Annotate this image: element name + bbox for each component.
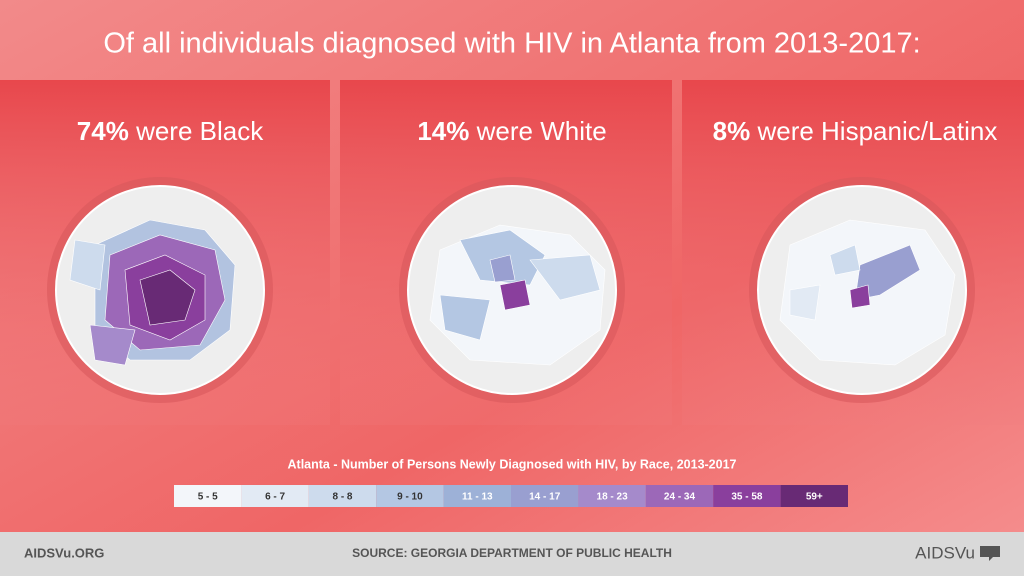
legend-label: 9 - 10 bbox=[397, 492, 423, 503]
legend-swatch bbox=[241, 485, 309, 507]
legend-label: 59+ bbox=[806, 492, 823, 503]
map-black bbox=[47, 177, 273, 403]
percent: 14% bbox=[417, 116, 469, 146]
label: were Hispanic/Latinx bbox=[756, 116, 997, 146]
legend-swatch bbox=[376, 485, 444, 507]
legend-swatch bbox=[780, 485, 848, 507]
legend-swatch bbox=[443, 485, 511, 507]
logo-icon bbox=[980, 546, 1000, 561]
legend: 5 - 5 6 - 7 8 - 8 9 - 10 11 - 13 14 - 17 18 - … bbox=[174, 485, 848, 507]
legend-title: Atlanta - Number of Persons Newly Diagno… bbox=[288, 457, 737, 471]
legend-swatch bbox=[174, 485, 242, 507]
legend-swatch bbox=[645, 485, 714, 507]
title: Of all individuals diagnosed with HIV in… bbox=[103, 28, 920, 60]
footer-source: SOURCE: GEORGIA DEPARTMENT OF PUBLIC HEA… bbox=[352, 546, 672, 560]
panel-headings: 74% were Black 14% were White 8% were Hi… bbox=[77, 116, 998, 146]
legend-label: 6 - 7 bbox=[265, 492, 285, 503]
map-white bbox=[399, 177, 625, 403]
legend-swatch bbox=[578, 485, 646, 507]
legend-label: 8 - 8 bbox=[332, 492, 352, 503]
legend-label: 24 - 34 bbox=[664, 492, 696, 503]
legend-swatch bbox=[713, 485, 781, 507]
legend-swatch bbox=[308, 485, 377, 507]
label: were White bbox=[476, 116, 607, 146]
percent: 74% bbox=[77, 116, 129, 146]
legend-label: 18 - 23 bbox=[597, 492, 629, 503]
label: were Black bbox=[135, 116, 264, 146]
footer bbox=[0, 532, 1024, 576]
legend-label: 35 - 58 bbox=[731, 492, 763, 503]
legend-swatch bbox=[511, 485, 579, 507]
legend-label: 5 - 5 bbox=[198, 492, 218, 503]
footer-logo: AIDSVu bbox=[915, 543, 975, 562]
legend-label: 11 - 13 bbox=[462, 492, 493, 503]
footer-site: AIDSVu.ORG bbox=[24, 545, 104, 560]
heading: 14% were White bbox=[417, 116, 606, 146]
heading: 8% were Hispanic/Latinx bbox=[713, 116, 998, 146]
heading: 74% were Black bbox=[77, 116, 264, 146]
map-hispanic bbox=[749, 177, 975, 403]
percent: 8% bbox=[713, 116, 751, 146]
legend-label: 14 - 17 bbox=[529, 492, 561, 503]
